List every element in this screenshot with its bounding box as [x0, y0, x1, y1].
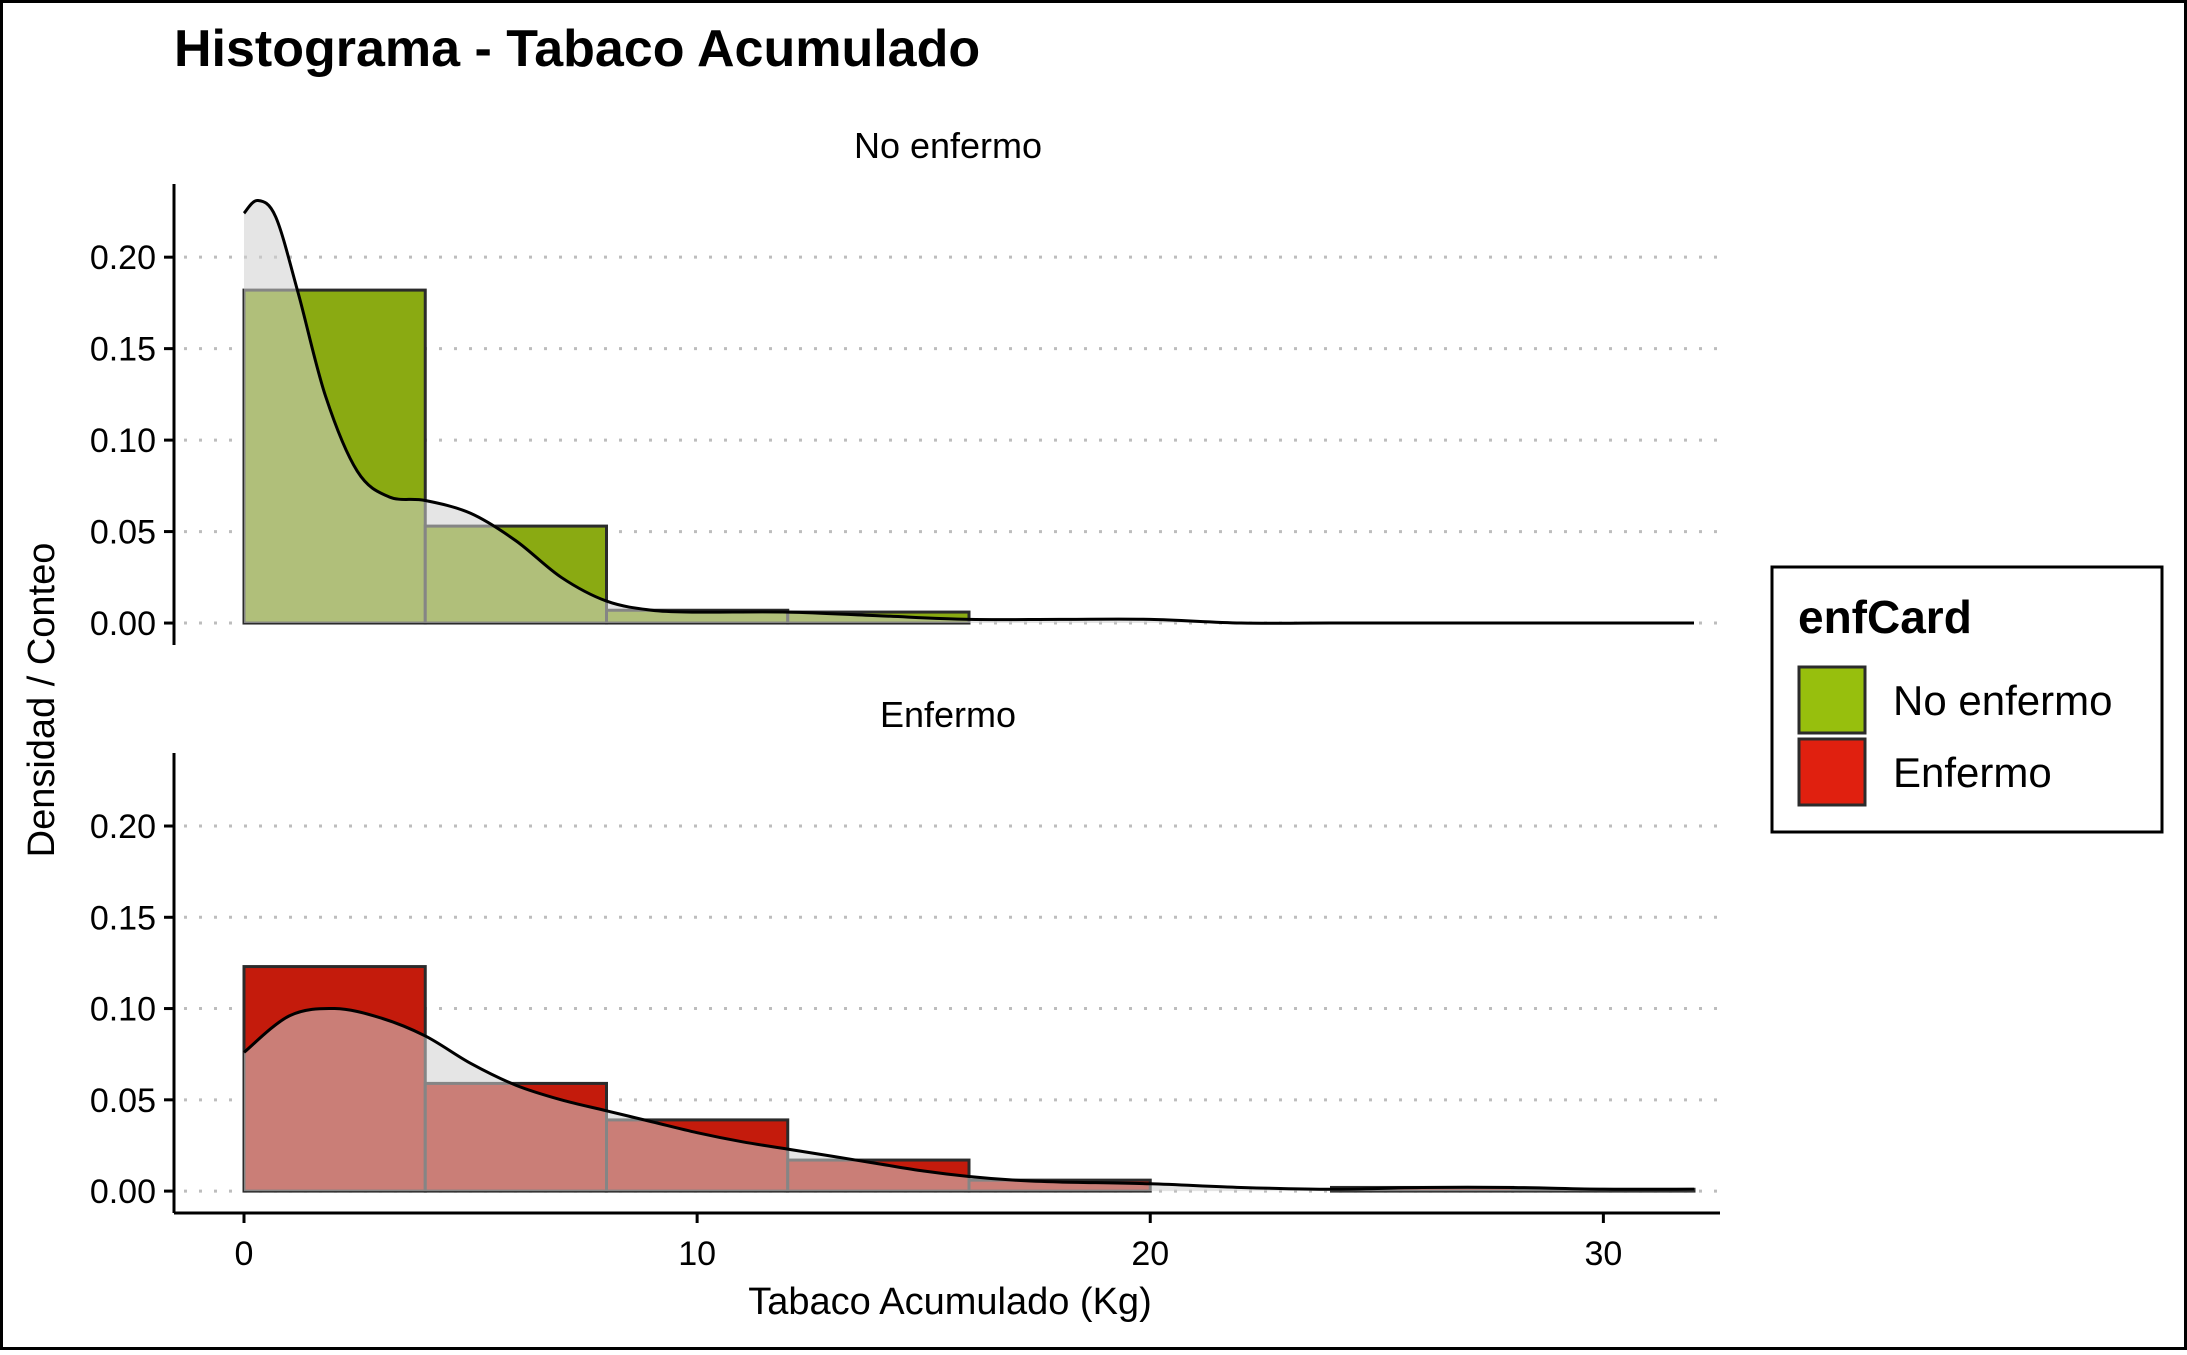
chart-title: Histograma - Tabaco Acumulado	[174, 20, 980, 78]
x-tick-label-2: 20	[1131, 1235, 1169, 1273]
x-axis: 0 10 20 30	[174, 1211, 1720, 1273]
y-tick-label-2: 0.10	[90, 422, 156, 460]
x-tick-label-1: 10	[678, 1235, 716, 1273]
y-tick-label-1: 0.05	[90, 1082, 156, 1120]
y-tick-label-3: 0.15	[90, 331, 156, 369]
density-area	[244, 1008, 1694, 1192]
y-tick-label-2: 0.10	[90, 991, 156, 1029]
y-tick-label-0: 0.00	[90, 1173, 156, 1211]
legend-swatch-no-enfermo	[1797, 665, 1867, 735]
y-axis: 0.00 0.05 0.10 0.15 0.20	[90, 753, 176, 1213]
legend-label-enfermo: Enfermo	[1893, 749, 2052, 796]
legend-swatch-enfermo	[1797, 737, 1867, 807]
y-axis-title: Densidad / Conteo	[21, 543, 63, 858]
y-axis: 0.00 0.05 0.10 0.15 0.20	[90, 184, 176, 645]
density-curve	[242, 198, 1694, 625]
y-tick-label-4: 0.20	[90, 239, 156, 277]
density-curve	[243, 1006, 1695, 1192]
density-line	[243, 1006, 1695, 1191]
panel-enfermo: Enfermo 0.00 0.05 0.10 0.15 0.20 0 10 20 30	[90, 694, 1720, 1273]
legend: enfCard No enfermo Enfermo	[1770, 565, 2164, 834]
y-tick-label-3: 0.15	[90, 899, 156, 937]
y-tick-label-0: 0.00	[90, 605, 156, 643]
density-line	[242, 198, 1694, 625]
legend-label-no-enfermo: No enfermo	[1893, 677, 2112, 724]
strip-label-no-enfermo: No enfermo	[854, 125, 1042, 166]
x-tick-label-0: 0	[235, 1235, 254, 1273]
y-tick-label-1: 0.05	[90, 514, 156, 552]
x-tick-label-3: 30	[1584, 1235, 1622, 1273]
panel-no-enfermo: No enfermo 0.00 0.05 0.10 0.15 0.20	[90, 125, 1720, 645]
strip-label-enfermo: Enfermo	[880, 694, 1016, 735]
x-axis-title: Tabaco Acumulado (Kg)	[748, 1281, 1151, 1323]
legend-title: enfCard	[1798, 591, 1972, 643]
density-area	[244, 200, 1694, 624]
y-tick-label-4: 0.20	[90, 808, 156, 846]
